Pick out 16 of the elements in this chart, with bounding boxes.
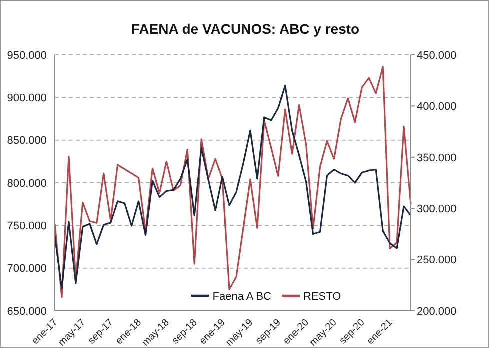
y-tick-label: 650.000	[7, 306, 47, 318]
y-tick-label: 800.000	[7, 178, 47, 190]
y2-tick-label: 400.000	[417, 101, 457, 114]
y2-tick-label: 450.000	[417, 50, 457, 62]
y2-tick-label: 350.000	[417, 152, 457, 164]
y-tick-label: 950.000	[7, 50, 47, 62]
y2-tick-label: 200.000	[417, 306, 457, 318]
y-tick-label: 900.000	[7, 92, 47, 105]
y-tick-label: 750.000	[7, 220, 47, 233]
y2-tick-label: 250.000	[417, 254, 457, 267]
chart-title: FAENA de VACUNOS: ABC y resto	[130, 21, 361, 37]
legend-label: RESTO	[304, 291, 342, 304]
y-tick-label: 700.000	[7, 263, 47, 276]
legend-label: Faena A BC	[212, 291, 272, 304]
y2-tick-label: 300.000	[417, 204, 457, 216]
y-tick-label: 850.000	[7, 135, 47, 148]
